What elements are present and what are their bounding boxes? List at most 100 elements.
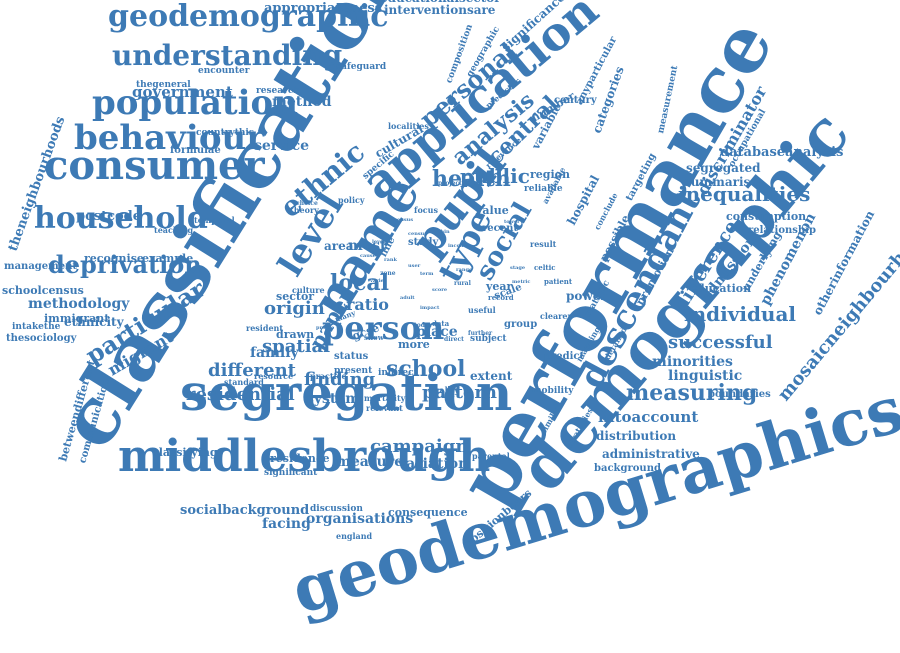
word-public: public xyxy=(460,164,530,188)
word-direct: direct xyxy=(444,336,464,343)
word-geodemographic: geodemographic xyxy=(108,0,389,34)
word-ethnicity: ethnicity xyxy=(64,315,124,329)
word-data: data xyxy=(432,319,450,328)
word-area: area xyxy=(324,239,354,253)
word-mortality: mortality xyxy=(364,393,406,403)
word-measure: measure xyxy=(336,454,404,470)
word-localities: localities xyxy=(388,121,429,131)
word-method: method xyxy=(272,94,332,110)
word-linguistic: linguistic xyxy=(668,368,743,384)
word-celtic: celtic xyxy=(534,263,556,272)
word-today: today xyxy=(414,322,433,329)
word-patient: patient xyxy=(544,277,573,286)
word-record: record xyxy=(488,293,514,302)
word-campaign: campaign xyxy=(370,436,469,457)
word-choice: choice xyxy=(296,200,318,207)
word-resident: resident xyxy=(246,323,284,333)
word-result: result xyxy=(530,239,557,249)
word-power: power xyxy=(566,289,607,303)
word-pattern: pattern xyxy=(422,382,497,403)
word-individual: individual xyxy=(684,302,797,326)
word-present: present xyxy=(334,366,373,376)
word-finding: finding xyxy=(304,369,376,390)
word-profile: profile xyxy=(316,325,335,331)
word-adult: adult xyxy=(400,295,415,301)
word-discussion: discussion xyxy=(310,504,363,514)
word-consumption: consumption xyxy=(726,210,807,223)
word-most: most xyxy=(348,238,387,254)
word-temporal: temporal xyxy=(194,215,235,225)
word-variation: variation xyxy=(398,456,469,472)
word-england: england xyxy=(336,531,373,541)
word-recent: recent xyxy=(482,223,518,234)
word-encounter: encounter xyxy=(198,66,250,76)
word-stage: stage xyxy=(510,265,526,271)
word-residence: residence xyxy=(270,452,330,465)
word-countrythis: countrythis xyxy=(196,128,254,138)
word-background: background xyxy=(594,463,661,474)
word-distribution: distribution xyxy=(596,429,677,443)
word-note: note xyxy=(344,291,357,297)
word-impact: impact xyxy=(420,305,440,311)
word-school: school xyxy=(386,356,466,382)
word-relevant: relevant xyxy=(366,403,403,413)
word-predict: predict xyxy=(544,351,585,362)
word-segregation: segregation xyxy=(180,363,513,422)
word-intoaccount: intoaccount xyxy=(598,408,699,426)
word-mobility: mobility xyxy=(532,386,574,396)
word-resource: resource xyxy=(254,371,294,381)
word-metric: metric xyxy=(512,279,531,285)
word-census: census xyxy=(394,217,414,223)
word-practice: practice xyxy=(310,371,347,381)
word-deprivation: deprivation xyxy=(48,250,202,279)
word-intakethe: intakethe xyxy=(12,322,61,332)
word-term: term xyxy=(420,271,434,277)
word-boundaries: boundaries xyxy=(708,389,771,400)
word-interventionsare: interventionsare xyxy=(384,3,496,17)
word-more: more xyxy=(398,338,430,351)
word-income: income xyxy=(448,243,469,249)
word-socialbackground: socialbackground xyxy=(180,503,310,518)
word-methodology: methodology xyxy=(28,296,130,312)
word-focus: focus xyxy=(414,205,438,215)
word-culture: culture xyxy=(292,285,325,295)
word-quality: quality xyxy=(428,385,460,395)
word-relationship: relationship xyxy=(748,225,816,236)
word-population: population xyxy=(92,83,298,123)
word-residential: residential xyxy=(186,384,295,405)
word-sector: sector xyxy=(276,290,315,303)
word-parental: parental xyxy=(472,451,510,461)
word-educationalsector: educationalsector xyxy=(380,0,501,4)
word-administrative: administrative xyxy=(602,447,700,461)
word-system: system xyxy=(306,391,361,407)
word-year: year xyxy=(486,280,513,293)
word-range: range xyxy=(456,267,473,273)
word-example: example xyxy=(142,252,194,265)
word-different: different xyxy=(208,360,296,381)
word-zone: zone xyxy=(380,270,396,277)
word-local: local xyxy=(330,270,390,296)
word-origin: origin xyxy=(264,298,325,319)
word-measuring: measuring xyxy=(626,380,758,406)
word-subject: subject xyxy=(470,334,507,344)
word-service: service xyxy=(254,138,310,154)
word-classifying: classifying xyxy=(152,446,218,459)
word-value: value xyxy=(476,204,509,217)
word-indirect: indirect xyxy=(378,368,418,378)
word-research: research xyxy=(256,86,300,96)
word-century: century xyxy=(554,95,597,106)
word-immigrant: immigrant xyxy=(44,312,110,325)
word-varies: varies xyxy=(370,278,387,284)
word-thegeneral: thegeneral xyxy=(136,80,191,90)
word-drawn: drawn xyxy=(276,328,315,341)
word-segregated: segregated xyxy=(686,161,761,175)
word-summarise: summarise xyxy=(684,175,758,189)
word-ratio: ratio xyxy=(346,295,389,314)
word-minorities: minorities xyxy=(652,354,733,370)
word-group: group xyxy=(504,319,538,330)
word-behaviour: behaviour xyxy=(74,118,265,158)
word-rank: rank xyxy=(384,257,397,263)
word-recognise: recognise xyxy=(84,252,144,265)
word-clearer: clearer xyxy=(540,311,572,321)
